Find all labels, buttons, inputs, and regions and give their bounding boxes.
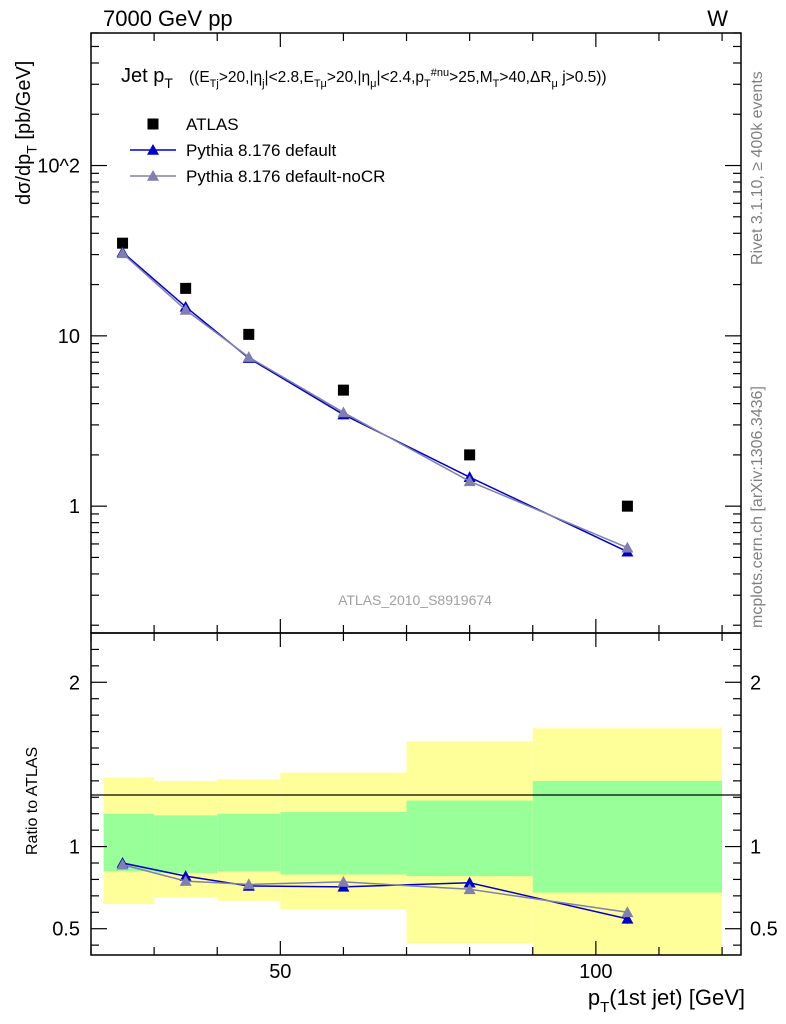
ratio-band-inner	[280, 812, 407, 875]
data-point-atlas	[180, 282, 192, 294]
series-point	[179, 303, 192, 315]
ratio-band-inner	[103, 813, 155, 872]
ratio-series-point	[463, 883, 476, 895]
ratio-series-line	[122, 863, 628, 914]
ratio-y-tick-label-right: 1	[750, 837, 761, 859]
data-point-atlas	[337, 384, 349, 396]
ratio-y-tick-label-right: 0.5	[750, 919, 778, 941]
header-process-label: W	[707, 6, 728, 31]
ratio-y-tick-label-right: 2	[750, 672, 761, 694]
ratio-series-point	[242, 878, 255, 890]
ratio-series-point	[621, 906, 634, 918]
data-point-atlas	[117, 237, 129, 249]
ratio-band-inner	[154, 815, 218, 873]
ratio-series-line	[122, 862, 628, 920]
data-point-atlas	[621, 500, 633, 512]
analysis-label: ATLAS_2010_S8919674	[338, 592, 492, 608]
series-line	[122, 251, 628, 553]
axis-ticks	[90, 32, 741, 955]
side-rivet-label: Rivet 3.1.10, ≥ 400k events	[749, 71, 766, 265]
series-point	[242, 351, 255, 362]
ratio-y-tick-label: 2	[69, 672, 80, 694]
side-mcplots-label: mcplots.cern.ch [arXiv:1306.3436]	[749, 386, 766, 628]
ratio-band-inner	[406, 800, 533, 877]
ratio-band-inner	[532, 780, 723, 893]
ratio-y-axis-label: Ratio to ATLAS	[24, 747, 41, 855]
series-point	[116, 247, 129, 259]
main-y-tick-label: 1	[69, 496, 80, 518]
legend-label: Pythia 8.176 default	[186, 141, 337, 160]
ratio-y-tick-label: 1	[69, 837, 80, 859]
ratio-series-point	[179, 875, 192, 886]
axis-tick-labels: 50 100 1 10 10^2 0.5 0.5 1 1 2 2	[37, 156, 778, 983]
legend-marker-atlas	[147, 118, 159, 130]
series-point	[337, 406, 350, 418]
plot-title-cuts: ((ETj>20,|ηj|<2.8,ETμ>20,|ημ|<2.4,pT#nu>…	[189, 67, 607, 90]
main-y-axis-label: dσ/dpT [pb/GeV]	[13, 61, 39, 205]
series-line	[122, 252, 628, 549]
ratio-series	[116, 857, 634, 924]
legend-label: Pythia 8.176 default-noCR	[186, 167, 385, 186]
x-tick-label: 50	[269, 961, 291, 983]
main-y-tick-label: 10^2	[37, 156, 80, 178]
x-tick-label: 100	[579, 961, 612, 983]
legend-marker	[147, 144, 159, 155]
ratio-series-point	[621, 912, 634, 924]
legend-marker	[147, 170, 159, 181]
plot-title: Jet pT ((ETj>20,|ηj|<2.8,ETμ>20,|ημ|<2.4…	[121, 65, 607, 91]
data-point-atlas	[243, 328, 255, 340]
svg-text:Jet pT: Jet pT	[121, 65, 173, 91]
ratio-band-inner	[217, 813, 281, 872]
legend: ATLAS Pythia 8.176 default Pythia 8.176 de…	[130, 115, 385, 186]
series-point	[463, 475, 476, 487]
legend-label: ATLAS	[186, 115, 239, 134]
ratio-series-point	[463, 876, 476, 888]
main-y-tick-label: 10	[58, 326, 80, 348]
x-axis-label: pT(1st jet) [GeV]	[588, 985, 745, 1016]
header-energy-label: 7000 GeV pp	[103, 6, 233, 31]
ratio-series-point	[337, 875, 350, 887]
data-point-atlas	[464, 449, 476, 461]
ratio-series-point	[116, 858, 129, 870]
series-point	[621, 541, 634, 553]
ratio-y-tick-label: 0.5	[52, 919, 80, 941]
ratio-frame	[90, 632, 742, 956]
main-series	[116, 237, 634, 557]
